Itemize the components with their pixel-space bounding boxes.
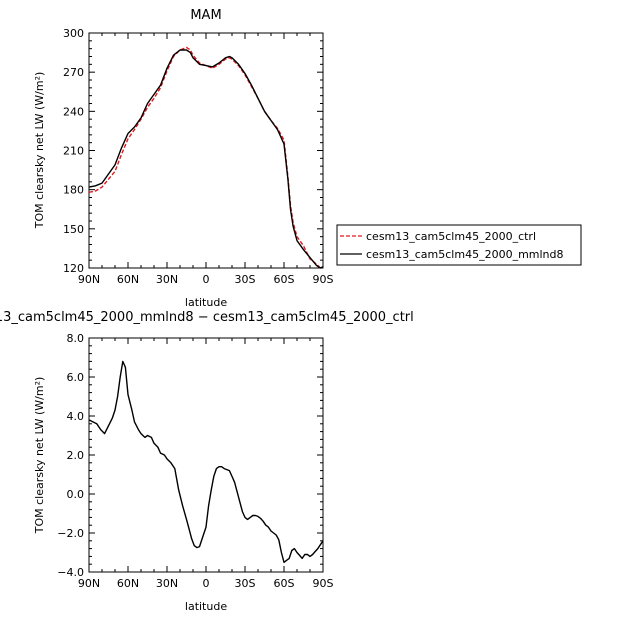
bottom-x-tick-label: 90N <box>78 577 100 590</box>
bottom-plot-frame <box>88 337 324 573</box>
legend-box <box>336 224 582 266</box>
bottom-x-axis-label: latitude <box>185 600 227 613</box>
top-chart: MAM 90N 60N 30N 0 30S 60S 90S 120 150 180 210 240 27… <box>33 8 334 309</box>
top-y-tick-label: 150 <box>63 223 84 236</box>
bottom-y-axis-label: TOM clearsky net LW (W/m²) <box>33 377 46 535</box>
top-y-tick-label: 270 <box>63 66 84 79</box>
top-y-tick-label: 240 <box>63 105 84 118</box>
top-x-tick-label: 90N <box>78 273 100 286</box>
top-series-line-mmlnd8 <box>88 49 324 269</box>
top-y-tick-label: 300 <box>63 27 84 40</box>
bottom-x-tick-label: 60N <box>117 577 139 590</box>
bottom-y-tick-label: −2.0 <box>57 527 84 540</box>
top-y-tick-label: 180 <box>63 184 84 197</box>
bottom-y-tick-label: 2.0 <box>67 449 85 462</box>
top-y-axis-label: TOM clearsky net LW (W/m²) <box>33 72 46 230</box>
legend: cesm13_cam5clm45_2000_ctrl cesm13_cam5cl… <box>336 224 582 266</box>
top-y-tick-label: 210 <box>63 145 84 158</box>
bottom-x-tick-label: 30N <box>156 577 178 590</box>
top-x-tick-label: 30S <box>235 273 256 286</box>
bottom-x-tick-label: 60S <box>274 577 295 590</box>
top-x-tick-label: 30N <box>156 273 178 286</box>
bottom-plot-area: 90N 60N 30N 0 30S 60S 90S −4.0 −2.0 0.0 2.0 4.0 6.0 8… <box>57 332 333 590</box>
bottom-x-tick-label: 0 <box>203 577 210 590</box>
legend-label-ctrl: cesm13_cam5clm45_2000_ctrl <box>366 230 536 243</box>
bottom-chart: cesm13_cam5clm45_2000_mmlnd8 − cesm13_ca… <box>0 310 414 613</box>
bottom-y-tick-label: 4.0 <box>67 410 85 423</box>
bottom-y-tick-label: −4.0 <box>57 566 84 579</box>
top-chart-title: MAM <box>190 8 221 23</box>
top-y-tick-label: 120 <box>63 262 84 275</box>
top-plot-frame <box>88 32 324 269</box>
top-x-tick-label: 90S <box>313 273 334 286</box>
bottom-x-tick-label: 90S <box>313 577 334 590</box>
bottom-series-line-0 <box>88 360 324 563</box>
bottom-y-tick-label: 6.0 <box>67 371 85 384</box>
bottom-chart-title: cesm13_cam5clm45_2000_mmlnd8 − cesm13_ca… <box>0 310 414 325</box>
top-x-tick-label: 60S <box>274 273 295 286</box>
bottom-y-tick-label: 0.0 <box>67 488 85 501</box>
top-x-tick-label: 60N <box>117 273 139 286</box>
legend-label-mmlnd8: cesm13_cam5clm45_2000_mmlnd8 <box>366 248 564 261</box>
top-x-axis-label: latitude <box>185 296 227 309</box>
top-series-line-ctrl <box>88 46 324 269</box>
bottom-x-tick-label: 30S <box>235 577 256 590</box>
bottom-y-tick-label: 8.0 <box>67 332 85 345</box>
top-x-tick-label: 0 <box>203 273 210 286</box>
top-plot-area: 90N 60N 30N 0 30S 60S 90S 120 150 180 210 240 270 300 <box>63 27 334 286</box>
